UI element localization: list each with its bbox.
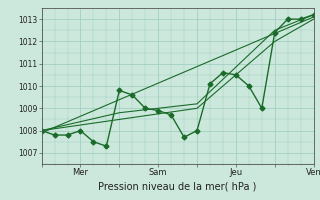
X-axis label: Pression niveau de la mer( hPa ): Pression niveau de la mer( hPa ) — [99, 181, 257, 191]
